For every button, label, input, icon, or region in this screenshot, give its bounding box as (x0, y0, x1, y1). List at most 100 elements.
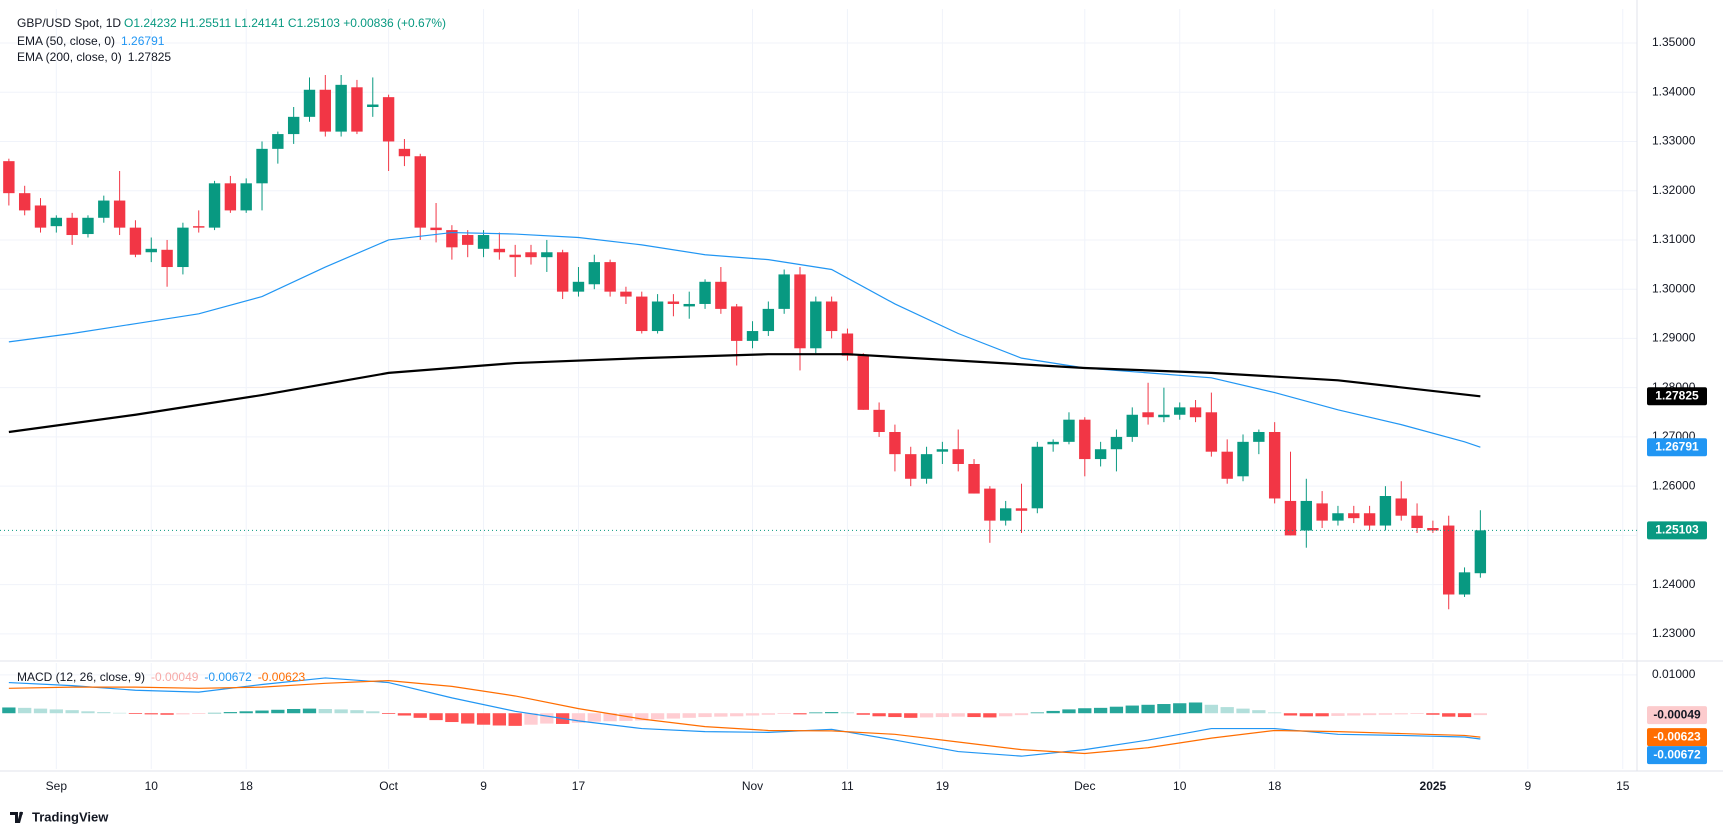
candle-body (1474, 530, 1487, 574)
candle-body (1268, 431, 1281, 499)
x-tick-label: 10 (145, 779, 159, 793)
histogram-bar (1268, 712, 1282, 714)
candle-body (303, 89, 316, 117)
candle-body (462, 235, 474, 245)
candle-body (98, 200, 110, 218)
histogram-bar (18, 707, 32, 714)
y-tick-label: 1.32000 (1652, 183, 1696, 197)
histogram-bar (128, 713, 143, 714)
candle-body (541, 252, 553, 258)
histogram-bar (1252, 710, 1266, 714)
histogram-bar (1014, 713, 1029, 716)
histogram-bar (1442, 713, 1456, 717)
legend-value: -0.00623 (258, 670, 306, 684)
candle-body (1142, 412, 1154, 418)
candle-body (414, 156, 426, 228)
candle-body (762, 308, 775, 332)
histogram-bar (1331, 713, 1345, 716)
candle-body (272, 134, 284, 149)
candle-body (1221, 451, 1233, 479)
candle-body (920, 454, 933, 479)
candle-body (3, 161, 15, 194)
candle-body (1094, 449, 1107, 460)
price-badge-badge (1647, 438, 1707, 457)
candle-body (841, 333, 854, 356)
price-badge: 1.25103 (1655, 523, 1699, 537)
ohlc-quote: O1.24232 H1.25511 L1.24141 C1.25103 +0.0… (124, 16, 446, 30)
y-tick-label: 1.24000 (1652, 577, 1696, 591)
histogram-bar (1236, 708, 1250, 714)
histogram-bar (334, 709, 348, 714)
histogram-bar (1062, 709, 1076, 714)
histogram-bar (1046, 710, 1060, 714)
symbol: GBP/USD Spot, 1D (17, 16, 121, 30)
candle-body (161, 249, 173, 268)
histogram-bar (745, 713, 760, 716)
histogram-bar (271, 709, 285, 714)
histogram-bar (445, 713, 459, 723)
x-tick-label: 17 (572, 779, 586, 793)
y-tick-label: 0.01000 (1652, 667, 1696, 681)
candle-body (1395, 498, 1407, 516)
candle-body (572, 281, 585, 292)
histogram-bar (160, 713, 174, 715)
legend-entry: EMA (200, close, 0) (17, 50, 122, 64)
histogram-bar (603, 713, 617, 722)
histogram-bar (1394, 713, 1408, 715)
histogram-bar (2, 707, 16, 714)
histogram-bar (824, 712, 839, 714)
histogram-bar (1426, 713, 1440, 715)
histogram-bar (397, 713, 412, 716)
candle-body (82, 217, 94, 235)
candle-body (1189, 407, 1202, 418)
histogram-bar (698, 713, 712, 718)
candle-body (287, 116, 300, 135)
histogram-bar (682, 713, 696, 718)
histogram-bar (935, 713, 950, 718)
histogram-bar (1078, 708, 1092, 714)
candle-body (683, 303, 695, 307)
legend-entry: EMA (50, close, 0) (17, 34, 115, 48)
candle-body (667, 301, 680, 304)
candle-body (873, 409, 885, 432)
histogram-bar (239, 711, 253, 714)
histogram-bar (1093, 707, 1108, 714)
histogram-bar (350, 710, 364, 714)
histogram-bar (413, 713, 427, 718)
histogram-bar (255, 710, 269, 714)
candle-body (1174, 407, 1186, 415)
histogram-bar (856, 713, 870, 715)
histogram-bar (904, 713, 918, 718)
candle-body (968, 464, 980, 494)
macd-badge-badge (1647, 706, 1707, 725)
y-tick-label: 1.26000 (1652, 478, 1696, 492)
histogram-bar (1362, 713, 1377, 716)
histogram-bar (492, 713, 507, 726)
candle-body (34, 205, 47, 228)
candle-body (335, 84, 347, 132)
y-tick-label: 1.30000 (1652, 281, 1696, 295)
candle-body (825, 301, 838, 332)
candle-body (351, 87, 363, 132)
candle-body (794, 274, 806, 349)
candle-body (1063, 419, 1075, 442)
candle-body (319, 89, 332, 132)
price-badge: 1.27825 (1655, 388, 1699, 402)
histogram-bar (366, 711, 380, 714)
histogram-bar (1457, 713, 1472, 718)
candle-body (1284, 500, 1297, 536)
macd-line (8, 680, 1481, 755)
histogram-bar (1315, 713, 1329, 717)
histogram-bar (1220, 707, 1234, 714)
histogram-bar (809, 712, 823, 714)
histogram-bar (619, 713, 633, 721)
histogram-bar (1125, 705, 1139, 714)
histogram-bar (1030, 712, 1044, 714)
x-tick-label: 18 (1268, 779, 1282, 793)
y-tick-label: 1.23000 (1652, 626, 1696, 640)
histogram-bar (81, 711, 95, 714)
histogram-bar (192, 713, 206, 714)
candle-body (193, 226, 205, 228)
